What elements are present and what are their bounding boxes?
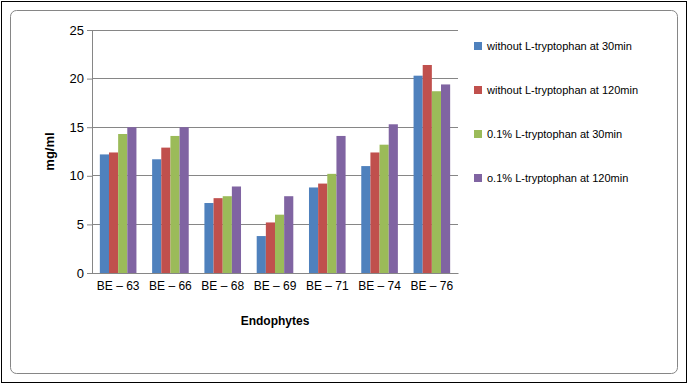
legend-entry: o.1% L-tryptophan at 120min	[474, 172, 628, 184]
legend-swatch	[474, 86, 482, 94]
bar	[170, 136, 179, 273]
tick: 5	[77, 217, 92, 232]
legend-entry: without L-tryptophan at 120min	[474, 84, 638, 96]
tick: BE – 63	[97, 273, 140, 293]
tick-mark	[87, 127, 92, 128]
tick-label: BE – 74	[358, 279, 401, 293]
tick-label: 20	[70, 71, 84, 86]
tick: BE – 68	[201, 273, 244, 293]
legend-label: o.1% L-tryptophan at 120min	[487, 172, 628, 184]
legend: without L-tryptophan at 30min without L-t…	[474, 40, 638, 184]
plot: 0510152025BE – 63BE – 66BE – 68BE – 69BE…	[70, 23, 459, 294]
bar	[152, 159, 161, 273]
axis-line	[93, 273, 459, 274]
bar	[118, 134, 127, 273]
bar	[414, 76, 423, 273]
grid-line	[92, 78, 458, 79]
tick-label: BE – 63	[97, 279, 140, 293]
tick-mark	[87, 30, 92, 31]
bar	[232, 186, 241, 273]
bar	[180, 127, 189, 273]
bar	[257, 236, 266, 273]
outer-frame	[2, 2, 687, 383]
tick: 15	[70, 120, 92, 135]
bar	[336, 136, 345, 273]
tick-mark	[87, 273, 92, 274]
y-axis-title: mg/ml	[42, 132, 57, 170]
tick: BE – 66	[149, 273, 192, 293]
bar-series	[118, 91, 441, 273]
tick-mark	[87, 176, 92, 177]
tick: BE – 69	[254, 273, 297, 293]
tick-label: BE – 76	[411, 279, 454, 293]
bar-series	[127, 84, 450, 273]
bar	[266, 222, 275, 273]
bar	[441, 84, 450, 273]
bar	[127, 127, 136, 273]
y-axis: 0 5 10 15 20 25	[70, 23, 93, 281]
tick-label: 0	[77, 266, 84, 281]
grid-line	[92, 175, 458, 176]
x-axis: BE – 63 BE – 66 BE – 68 BE – 69 BE – 71 BE – …	[93, 273, 459, 293]
tick: 25	[70, 23, 92, 38]
legend-swatch	[474, 174, 482, 182]
bar	[223, 196, 232, 273]
bar	[380, 145, 389, 273]
tick-label: BE – 71	[306, 279, 349, 293]
grid	[92, 30, 458, 273]
bar	[432, 91, 441, 273]
bar	[214, 198, 223, 273]
tick-mark	[87, 224, 92, 225]
chart-frame	[11, 11, 678, 374]
bar	[327, 174, 336, 273]
legend-label: without L-tryptophan at 30min	[486, 40, 632, 52]
tick-label: 15	[70, 120, 84, 135]
bar	[318, 184, 327, 273]
tick-label: BE – 68	[201, 279, 244, 293]
tick-label: 25	[70, 23, 84, 38]
bar	[309, 187, 318, 273]
tick-label: 5	[77, 217, 84, 232]
bar	[370, 152, 379, 273]
bar-series	[100, 76, 423, 273]
x-axis-title: Endophytes	[241, 314, 310, 328]
tick: BE – 74	[358, 273, 401, 293]
bar	[284, 196, 293, 273]
tick-label: BE – 69	[254, 279, 297, 293]
tick: 0	[77, 266, 92, 281]
tick: 10	[70, 168, 92, 183]
tick-mark	[87, 79, 92, 80]
tick: BE – 71	[306, 273, 349, 293]
bar	[423, 65, 432, 273]
axis-line	[87, 31, 93, 274]
legend-swatch	[474, 130, 482, 138]
tick-label: BE – 66	[149, 279, 192, 293]
bar	[100, 154, 109, 273]
bar	[204, 203, 213, 273]
legend-swatch	[474, 42, 482, 50]
chart: 0510152025BE – 63BE – 66BE – 68BE – 69BE…	[0, 0, 688, 384]
grid-line	[92, 127, 458, 128]
bar	[361, 166, 370, 273]
bars	[100, 65, 450, 273]
tick: 20	[70, 71, 92, 86]
legend-entry: 0.1% L-tryptophan at 30min	[474, 128, 622, 140]
bar	[109, 152, 118, 273]
tick: BE – 76	[411, 273, 454, 293]
legend-label: without L-tryptophan at 120min	[486, 84, 638, 96]
tick-label: 10	[70, 168, 84, 183]
grid-line	[92, 30, 458, 31]
legend-label: 0.1% L-tryptophan at 30min	[487, 128, 622, 140]
bar	[275, 215, 284, 273]
bar	[161, 148, 170, 273]
bar-series	[109, 65, 432, 273]
bar	[389, 124, 398, 273]
legend-entry: without L-tryptophan at 30min	[474, 40, 632, 52]
